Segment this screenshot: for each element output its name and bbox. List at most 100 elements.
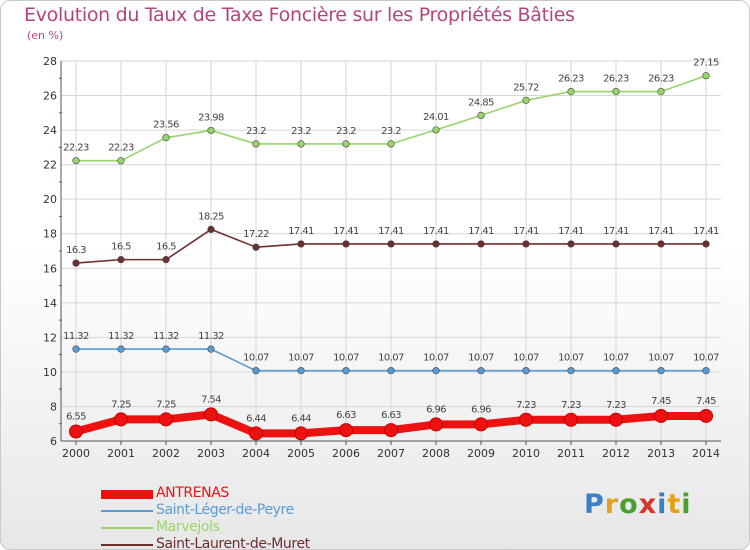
data-label: 23.2 bbox=[291, 126, 311, 137]
data-point bbox=[387, 140, 395, 148]
data-label: 10.07 bbox=[378, 353, 404, 364]
y-tick-label: 22 bbox=[43, 159, 57, 172]
data-point bbox=[207, 126, 215, 135]
data-point bbox=[72, 157, 80, 165]
unit-label: (en %) bbox=[27, 29, 64, 42]
y-tick-label: 8 bbox=[50, 400, 57, 413]
x-tick-label: 2005 bbox=[287, 447, 315, 460]
data-point bbox=[612, 87, 620, 96]
data-point bbox=[162, 345, 170, 353]
data-label: 7.23 bbox=[516, 400, 536, 411]
data-point bbox=[609, 412, 623, 427]
data-point bbox=[387, 240, 395, 248]
data-label: 17.41 bbox=[693, 226, 719, 237]
data-label: 24.01 bbox=[423, 112, 449, 123]
data-label: 10.07 bbox=[648, 353, 674, 364]
data-label: 7.54 bbox=[201, 394, 221, 405]
data-label: 6.44 bbox=[246, 413, 266, 424]
logo-letter: x bbox=[638, 489, 658, 520]
data-label: 11.32 bbox=[63, 331, 89, 342]
y-tick-label: 26 bbox=[43, 90, 57, 103]
x-tick-label: 2008 bbox=[422, 447, 450, 460]
data-label: 25.72 bbox=[513, 82, 539, 93]
x-tick-label: 2012 bbox=[602, 447, 630, 460]
data-label: 17.22 bbox=[243, 229, 269, 240]
data-point bbox=[654, 408, 668, 423]
data-label: 10.07 bbox=[333, 353, 359, 364]
data-label: 11.32 bbox=[108, 331, 134, 342]
x-tick-label: 2007 bbox=[377, 447, 405, 460]
data-label: 6.44 bbox=[291, 413, 311, 424]
data-point bbox=[249, 426, 263, 441]
data-point bbox=[162, 256, 170, 264]
y-tick-label: 18 bbox=[43, 228, 57, 241]
data-point bbox=[477, 240, 485, 248]
data-label: 11.32 bbox=[198, 331, 224, 342]
y-tick-label: 12 bbox=[43, 331, 57, 344]
data-label: 26.23 bbox=[648, 74, 674, 85]
data-label: 23.2 bbox=[336, 126, 356, 137]
x-tick-label: 2013 bbox=[647, 447, 675, 460]
y-tick-label: 28 bbox=[43, 55, 57, 68]
data-label: 6.96 bbox=[471, 404, 491, 415]
data-label: 17.41 bbox=[513, 226, 539, 237]
data-label: 7.45 bbox=[696, 396, 716, 407]
legend-swatch-marvejols bbox=[101, 527, 153, 529]
data-label: 16.3 bbox=[66, 245, 86, 256]
data-label: 6.96 bbox=[426, 404, 446, 415]
data-point bbox=[387, 367, 395, 375]
data-point bbox=[702, 240, 710, 248]
data-label: 26.23 bbox=[558, 74, 584, 85]
legend-label: Saint-Laurent-de-Muret bbox=[156, 536, 310, 550]
data-label: 7.23 bbox=[606, 400, 626, 411]
data-label: 7.25 bbox=[156, 399, 176, 410]
data-point bbox=[702, 72, 710, 80]
data-point bbox=[567, 87, 575, 96]
data-point bbox=[522, 367, 530, 375]
x-tick-label: 2003 bbox=[197, 447, 225, 460]
data-point bbox=[699, 408, 713, 423]
data-label: 6.63 bbox=[336, 410, 356, 421]
legend-swatch-saint-laurent bbox=[101, 544, 153, 546]
logo-letter: i bbox=[681, 489, 692, 520]
data-label: 17.41 bbox=[378, 226, 404, 237]
data-label: 22.23 bbox=[108, 143, 134, 154]
data-point bbox=[297, 140, 305, 148]
data-point bbox=[612, 240, 620, 248]
logo-letter: P bbox=[584, 489, 605, 520]
data-point bbox=[162, 134, 170, 142]
data-label: 23.2 bbox=[381, 126, 401, 137]
x-tick-label: 2011 bbox=[557, 447, 585, 460]
data-label: 6.63 bbox=[381, 410, 401, 421]
data-point bbox=[567, 367, 575, 375]
data-point bbox=[207, 345, 215, 353]
logo-letter: o bbox=[619, 489, 639, 520]
x-tick-label: 2014 bbox=[692, 447, 720, 460]
data-label: 10.07 bbox=[693, 353, 719, 364]
data-label: 10.07 bbox=[243, 353, 269, 364]
grid bbox=[61, 60, 721, 442]
data-label: 26.23 bbox=[603, 74, 629, 85]
data-point bbox=[474, 417, 488, 432]
data-label: 6.55 bbox=[66, 412, 86, 423]
data-label: 23.98 bbox=[198, 112, 224, 123]
data-label: 18.25 bbox=[198, 211, 224, 222]
data-point bbox=[522, 240, 530, 248]
data-label: 7.23 bbox=[561, 400, 581, 411]
legend-swatch-saint-leger bbox=[101, 510, 153, 512]
x-tick-label: 2000 bbox=[62, 447, 90, 460]
x-tick-label: 2006 bbox=[332, 447, 360, 460]
x-tick-label: 2010 bbox=[512, 447, 540, 460]
y-tick-label: 10 bbox=[43, 366, 57, 379]
data-label: 10.07 bbox=[513, 353, 539, 364]
data-label: 10.07 bbox=[603, 353, 629, 364]
data-label: 11.32 bbox=[153, 331, 179, 342]
data-label: 17.41 bbox=[333, 226, 359, 237]
axes: 6 8 10 12 14 16 18 20 22 24 26 28 2000 2001 2002 2003 20… bbox=[43, 55, 721, 460]
y-tick-label: 20 bbox=[43, 193, 57, 206]
data-point bbox=[477, 367, 485, 375]
logo-letter: t bbox=[667, 489, 682, 520]
data-point bbox=[252, 367, 260, 375]
data-label: 10.07 bbox=[288, 353, 314, 364]
